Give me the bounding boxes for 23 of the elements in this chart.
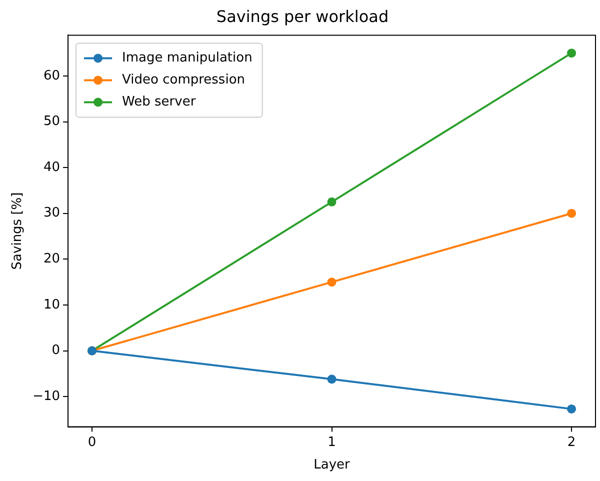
y-tick-label: 40 xyxy=(43,160,60,175)
legend-label: Video compression xyxy=(122,72,246,88)
point xyxy=(567,404,576,414)
chart-title: Savings per workload xyxy=(216,6,389,26)
point xyxy=(327,374,336,384)
x-tick-label: 0 xyxy=(88,434,96,450)
point xyxy=(327,197,336,206)
x-tick-label: 2 xyxy=(567,434,576,450)
point xyxy=(327,278,336,287)
y-tick-label: 10 xyxy=(43,297,60,312)
y-tick-label: 20 xyxy=(43,252,60,267)
y-tick-label: −10 xyxy=(32,388,60,404)
legend-label: Image manipulation xyxy=(122,50,252,66)
x-axis-title: Layer xyxy=(314,458,351,473)
x-tick-label: 1 xyxy=(328,434,336,450)
y-tick-label: 30 xyxy=(43,206,60,221)
point xyxy=(567,48,576,58)
legend-label: Web server xyxy=(122,94,196,110)
y-tick-label: 0 xyxy=(52,343,60,358)
y-tick-label: 60 xyxy=(43,68,60,84)
y-tick-label: 50 xyxy=(43,114,60,130)
y-axis-title: Savings [%] xyxy=(10,192,26,270)
point xyxy=(567,208,576,218)
